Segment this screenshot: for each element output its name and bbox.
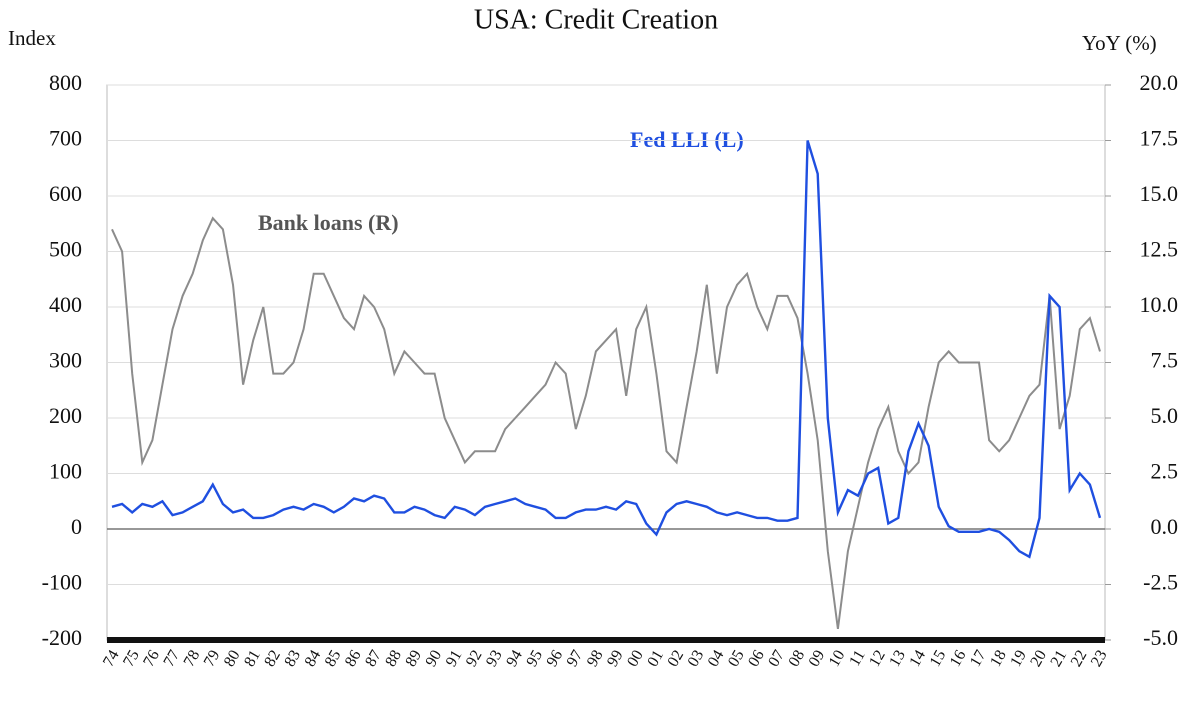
y2-tick-label: -5.0 [1143, 625, 1178, 650]
x-tick-label: 94 [503, 647, 526, 669]
line-series [111, 140, 1102, 559]
x-tick-label: 90 [423, 647, 446, 669]
line-series [111, 216, 1101, 630]
x-tick-label: 23 [1088, 647, 1111, 669]
chart-title: USA: Credit Creation [474, 4, 718, 35]
x-tick-label: 86 [342, 647, 365, 669]
x-tick-label: 74 [100, 647, 123, 669]
x-tick-label: 03 [685, 647, 708, 669]
x-tick-label: 15 [927, 647, 950, 669]
y-tick-label: 700 [49, 126, 82, 151]
y-tick-label: 100 [49, 459, 82, 484]
x-tick-label: 93 [483, 647, 506, 669]
x-tick-label: 19 [1007, 647, 1030, 669]
x-tick-label: 08 [785, 647, 808, 669]
y2-tick-label: 20.0 [1140, 70, 1179, 95]
x-tick-label: 18 [987, 647, 1010, 669]
x-tick-label: 96 [544, 647, 567, 669]
y-tick-label: 0 [71, 514, 82, 539]
y2-tick-label: 10.0 [1140, 292, 1179, 317]
x-tick-label: 22 [1068, 647, 1091, 669]
x-tick-label: 84 [302, 647, 325, 669]
x-tick-label: 97 [564, 647, 587, 669]
x-tick-label: 95 [523, 647, 546, 669]
x-tick-label: 88 [382, 647, 405, 669]
x-tick-label: 17 [967, 647, 990, 669]
y2-tick-label: 12.5 [1140, 237, 1179, 262]
x-tick-label: 98 [584, 647, 607, 669]
y-tick-label: 600 [49, 181, 82, 206]
y-tick-label: 500 [49, 237, 82, 262]
y2-axis-label: YoY (%) [1082, 31, 1157, 55]
x-tick-label: 80 [221, 647, 244, 669]
x-tick-label: 91 [443, 647, 466, 669]
x-tick-label: 06 [745, 647, 768, 669]
x-tick-label: 13 [886, 647, 909, 669]
y-tick-label: 800 [49, 70, 82, 95]
x-tick-label: 01 [644, 647, 667, 669]
y2-tick-label: 2.5 [1151, 459, 1179, 484]
x-tick-label: 02 [664, 647, 687, 669]
x-tick-label: 05 [725, 647, 748, 669]
x-tick-label: 83 [281, 647, 304, 669]
x-tick-label: 09 [806, 647, 829, 669]
y2-tick-label: -2.5 [1143, 570, 1178, 595]
x-tick-label: 12 [866, 647, 889, 669]
x-tick-label: 14 [906, 647, 929, 669]
y2-tick-label: 0.0 [1151, 514, 1179, 539]
x-tick-label: 81 [241, 647, 264, 669]
y-tick-label: -200 [42, 625, 82, 650]
x-tick-label: 11 [846, 647, 868, 669]
x-tick-label: 87 [362, 647, 385, 669]
y-axis-label: Index [8, 26, 56, 50]
x-tick-label: 10 [826, 647, 849, 669]
x-tick-label: 82 [261, 647, 284, 669]
series-label: Fed LLI (L) [630, 127, 744, 152]
y-tick-label: -100 [42, 570, 82, 595]
x-tick-label: 99 [604, 647, 627, 669]
x-tick-label: 75 [120, 647, 143, 669]
y-tick-label: 300 [49, 348, 82, 373]
x-tick-label: 04 [705, 647, 728, 669]
y-tick-label: 200 [49, 403, 82, 428]
y2-tick-label: 17.5 [1140, 126, 1179, 151]
series-label: Bank loans (R) [258, 210, 399, 235]
y-tick-label: 400 [49, 292, 82, 317]
x-tick-label: 16 [947, 647, 970, 669]
x-tick-label: 89 [402, 647, 425, 669]
x-tick-label: 92 [463, 647, 486, 669]
x-tick-label: 20 [1027, 647, 1050, 669]
x-tick-label: 78 [181, 647, 204, 669]
x-tick-label: 77 [160, 647, 183, 669]
x-tick-label: 21 [1048, 647, 1071, 669]
y2-tick-label: 15.0 [1140, 181, 1179, 206]
x-tick-label: 07 [765, 647, 788, 669]
x-tick-label: 85 [322, 647, 345, 669]
x-tick-label: 00 [624, 647, 647, 669]
y2-tick-label: 7.5 [1151, 348, 1179, 373]
x-tick-label: 76 [140, 647, 163, 669]
x-tick-label: 79 [201, 647, 224, 669]
y2-tick-label: 5.0 [1151, 403, 1179, 428]
